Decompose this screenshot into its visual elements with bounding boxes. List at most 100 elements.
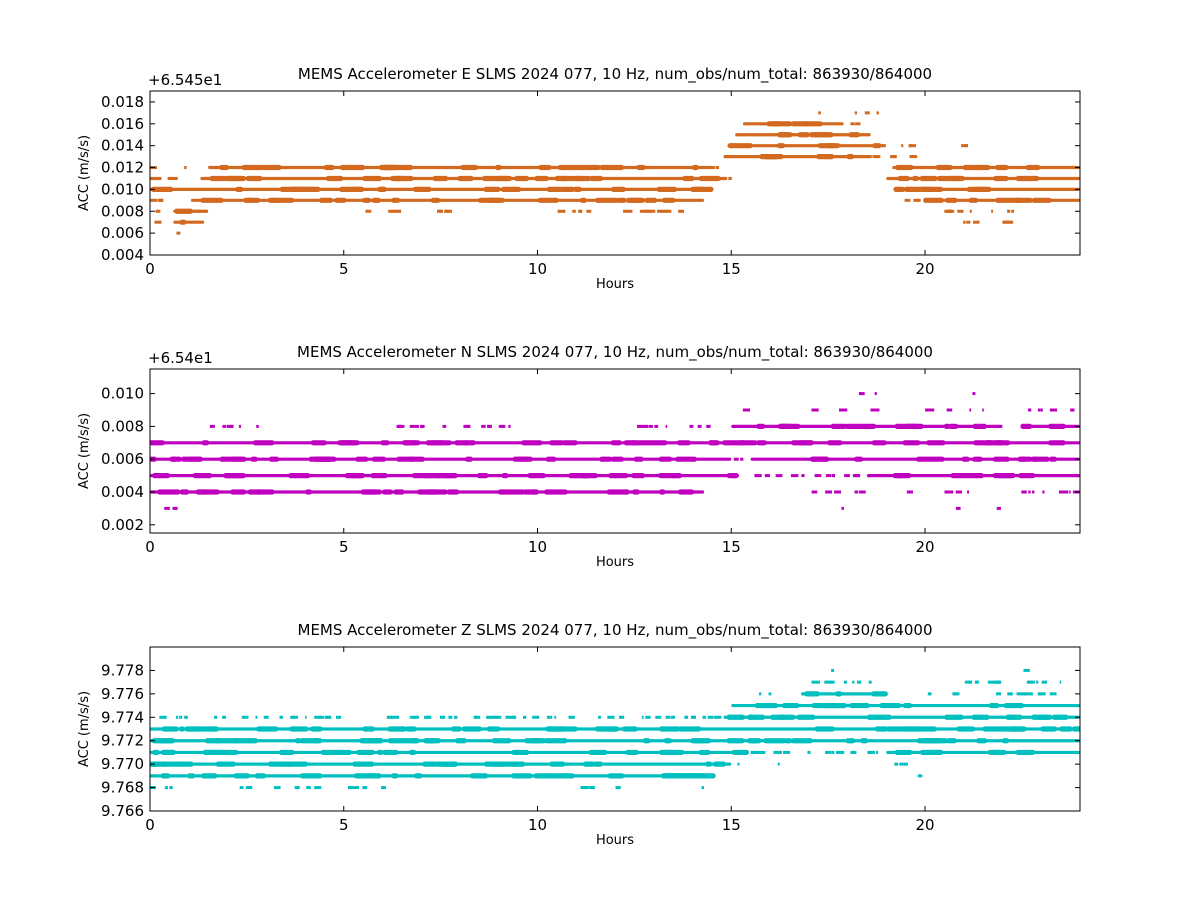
- data-point: [876, 408, 880, 412]
- data-blob: [923, 197, 944, 203]
- data-point: [174, 506, 178, 510]
- data-blob: [179, 219, 187, 225]
- data-point: [987, 680, 994, 684]
- data-blob: [1048, 456, 1058, 462]
- x-tick-label: 20: [915, 816, 934, 834]
- axes-frame: [149, 646, 1081, 812]
- data-blob: [574, 164, 598, 171]
- data-blob: [982, 726, 1004, 732]
- data-point: [176, 715, 179, 719]
- x-tick-label: 10: [528, 260, 547, 278]
- data-blob: [589, 175, 604, 182]
- data-point: [811, 490, 818, 494]
- data-blob: [245, 175, 263, 182]
- data-blob: [874, 726, 889, 732]
- x-tick-label: 20: [915, 538, 934, 556]
- data-blob: [500, 489, 522, 495]
- data-point: [154, 220, 162, 224]
- y-tick-label: 0.012: [101, 159, 144, 177]
- data-blob: [987, 749, 1002, 756]
- data-point: [498, 424, 506, 428]
- data-point: [706, 187, 710, 191]
- data-blob: [391, 197, 401, 203]
- data-point: [773, 750, 781, 754]
- chart-title: MEMS Accelerometer Z SLMS 2024 077, 10 H…: [298, 621, 933, 640]
- data-point: [952, 692, 957, 696]
- data-point: [580, 786, 586, 790]
- data-point: [554, 715, 557, 719]
- data-point: [964, 680, 972, 684]
- data-blob: [152, 749, 160, 756]
- data-point: [946, 408, 953, 412]
- data-point: [1070, 408, 1075, 412]
- data-blob: [675, 456, 697, 462]
- data-blob: [521, 440, 543, 446]
- data-blob: [497, 489, 506, 495]
- data-point: [867, 750, 872, 754]
- data-blob: [401, 440, 421, 446]
- data-point: [850, 122, 855, 126]
- data-blob: [992, 456, 1010, 462]
- data-blob: [633, 456, 644, 462]
- data-point: [607, 715, 614, 719]
- data-blob: [747, 714, 754, 720]
- data-blob: [893, 186, 906, 192]
- data-blob: [486, 726, 501, 732]
- data-point: [945, 209, 953, 213]
- data-blob: [737, 440, 758, 446]
- data-blob: [374, 738, 381, 744]
- data-point: [913, 198, 921, 202]
- data-blob: [393, 175, 414, 182]
- data-point: [245, 786, 253, 790]
- x-tick-label: 20: [915, 260, 934, 278]
- data-blob: [289, 726, 309, 732]
- data-blob: [446, 489, 460, 495]
- data-blob: [944, 714, 964, 720]
- data-blob: [692, 186, 714, 192]
- data-point: [690, 715, 696, 719]
- data-blob: [784, 738, 793, 744]
- data-band: [801, 692, 887, 696]
- data-blob: [592, 761, 603, 767]
- data-blob: [916, 456, 933, 462]
- data-point: [874, 392, 877, 396]
- data-point: [619, 715, 625, 719]
- data-point: [991, 209, 994, 213]
- data-point: [868, 750, 876, 754]
- data-blob: [632, 489, 640, 495]
- data-blob: [557, 164, 580, 171]
- data-point: [961, 144, 969, 148]
- data-point: [263, 715, 269, 719]
- data-blob: [926, 440, 946, 446]
- data-blob: [879, 702, 902, 709]
- data-point: [753, 750, 759, 754]
- x-tick-label: 15: [722, 816, 741, 834]
- data-point: [568, 715, 575, 719]
- data-blob: [946, 738, 957, 744]
- data-blob: [164, 186, 174, 192]
- data-point: [512, 715, 516, 719]
- data-blob: [362, 175, 383, 182]
- data-blob: [310, 726, 323, 732]
- data-blob: [573, 175, 592, 182]
- data-point: [854, 490, 859, 494]
- data-point: [273, 786, 281, 790]
- data-point: [899, 762, 904, 766]
- data-point: [411, 715, 419, 719]
- data-blob: [339, 164, 362, 171]
- data-blob: [582, 761, 596, 767]
- data-blob: [549, 761, 566, 767]
- data-blob: [594, 726, 618, 732]
- data-blob: [626, 440, 637, 446]
- data-blob: [339, 186, 346, 192]
- data-point: [645, 715, 650, 719]
- data-blob: [757, 714, 766, 720]
- data-point: [968, 680, 973, 684]
- data-point: [362, 786, 367, 790]
- data-blob: [511, 773, 533, 779]
- data-blob: [1040, 726, 1057, 732]
- data-blob: [1010, 702, 1024, 709]
- data-blob: [371, 197, 381, 203]
- data-point: [582, 786, 589, 790]
- data-blob: [283, 749, 295, 756]
